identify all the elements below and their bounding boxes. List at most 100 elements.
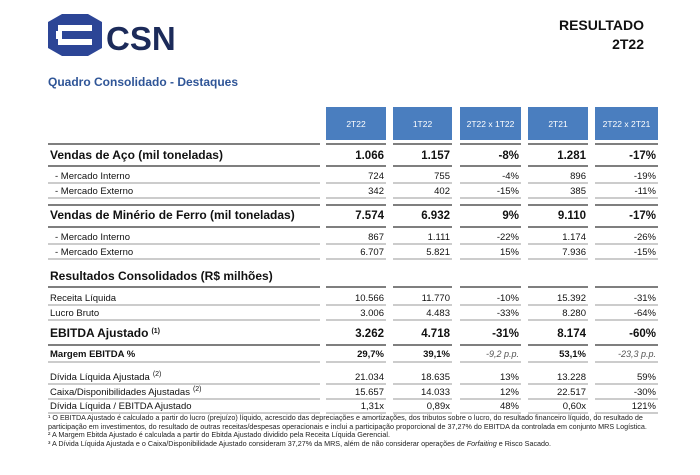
cell-value: 14.033 xyxy=(421,387,450,398)
cell-value: 9% xyxy=(502,210,519,222)
cell-value: 39,1% xyxy=(423,349,450,360)
cell-value: 402 xyxy=(434,186,450,197)
footnote-text: ³ A Dívida Líquida Ajustada e o Caixa/Di… xyxy=(48,438,467,448)
cell-value: 3.262 xyxy=(355,328,384,340)
row-label-text: - Mercado Interno xyxy=(55,171,130,182)
cell-value: 22.517 xyxy=(557,387,586,398)
row-label: - Mercado Externo xyxy=(55,247,133,258)
footnote-text: ² A Margem Ebitda Ajustado é calculada a… xyxy=(48,430,391,440)
row-label-text: Dívida Líquida / EBITDA Ajustado xyxy=(50,401,192,412)
row-label-text: - Mercado Externo xyxy=(55,186,133,197)
cell-value: 15.657 xyxy=(355,387,384,398)
report-title: RESULTADO xyxy=(559,17,644,33)
cell-value: 11.770 xyxy=(422,293,450,304)
logo-bar xyxy=(58,39,92,45)
cell-value: 10.566 xyxy=(355,293,384,304)
row-label: Vendas de Minério de Ferro (mil tonelada… xyxy=(50,208,295,222)
cell-value: -33% xyxy=(497,308,520,319)
row-label: Vendas de Aço (mil toneladas) xyxy=(50,148,223,162)
cell-value: -11% xyxy=(635,186,657,197)
cell-value: -15% xyxy=(634,247,657,258)
cell-value: -4% xyxy=(502,171,519,182)
cell-value: 0,60x xyxy=(563,401,586,412)
column-header-label: 2T22 x 2T21 xyxy=(603,119,651,129)
report-period: 2T22 xyxy=(612,36,644,52)
column-header xyxy=(393,107,452,140)
cell-value: -9,2 p.p. xyxy=(486,349,519,359)
cell-value: -17% xyxy=(629,210,656,222)
row-label: Dívida Líquida Ajustada (2) xyxy=(50,371,161,383)
cell-value: 342 xyxy=(368,186,384,197)
row-label: Margem EBITDA % xyxy=(50,349,136,360)
row-label: Dívida Líquida / EBITDA Ajustado xyxy=(50,401,192,412)
row-label: Resultados Consolidados (R$ milhões) xyxy=(50,269,273,283)
cell-value: -64% xyxy=(634,308,657,319)
row-label: Lucro Bruto xyxy=(50,308,99,319)
footnote-ref: (1) xyxy=(151,328,160,335)
row-label-text: Lucro Bruto xyxy=(50,308,99,319)
column-header-label: 1T22 xyxy=(413,119,433,129)
cell-value: 6.707 xyxy=(360,247,384,258)
cell-value: -8% xyxy=(499,150,519,162)
cell-value: 53,1% xyxy=(559,349,586,360)
cell-value: 1.066 xyxy=(355,150,384,162)
cell-value: -15% xyxy=(497,186,520,197)
row-label-text: Dívida Líquida Ajustada xyxy=(50,372,151,383)
cell-value: 4.718 xyxy=(421,328,450,340)
cell-value: -30% xyxy=(634,387,657,398)
cell-value: 0,89x xyxy=(427,401,450,412)
row-label-text: Resultados Consolidados (R$ milhões) xyxy=(50,269,273,283)
cell-value: 8.280 xyxy=(562,308,586,319)
cell-value: -10% xyxy=(497,293,520,304)
footnote: ¹ O EBITDA Ajustado é calculado a partir… xyxy=(48,413,660,431)
cell-value: 7.936 xyxy=(562,247,586,258)
cell-value: 48% xyxy=(500,401,520,412)
cell-value: 867 xyxy=(368,232,384,243)
footnote: ² A Margem Ebitda Ajustado é calculada a… xyxy=(48,430,660,440)
cell-value: 1.174 xyxy=(562,232,586,243)
cell-value: 59% xyxy=(637,372,657,383)
cell-value: -31% xyxy=(492,328,519,340)
column-header xyxy=(326,107,386,140)
cell-value: 7.574 xyxy=(355,210,384,222)
cell-value: -19% xyxy=(634,171,657,182)
cell-value: 15.392 xyxy=(557,293,586,304)
cell-value: 1.111 xyxy=(428,232,450,243)
row-label: Receita Líquida xyxy=(50,293,117,304)
footnote-text: Forfaiting xyxy=(466,438,497,448)
cell-value: 385 xyxy=(570,186,586,197)
cell-value: 724 xyxy=(368,171,384,182)
logo-bar xyxy=(56,31,62,39)
cell-value: 3.006 xyxy=(360,308,384,319)
report: CSN RESULTADO 2T22 Quadro Consolidado - … xyxy=(48,14,658,414)
cell-value: 21.034 xyxy=(355,372,384,383)
row-label-text: Vendas de Aço (mil toneladas) xyxy=(50,148,223,162)
cell-value: 896 xyxy=(570,171,586,182)
row-label-text: - Mercado Interno xyxy=(55,232,130,243)
column-header xyxy=(528,107,588,140)
cell-value: 9.110 xyxy=(558,210,586,222)
footnotes: ¹ O EBITDA Ajustado é calculado a partir… xyxy=(48,413,660,449)
cell-value: -22% xyxy=(497,232,520,243)
footnote: ³ A Dívida Líquida Ajustada e o Caixa/Di… xyxy=(48,438,660,449)
cell-value: 5.821 xyxy=(426,247,450,258)
cell-value: 1,31x xyxy=(361,401,384,412)
row-label-text: Vendas de Minério de Ferro (mil tonelada… xyxy=(50,208,295,222)
cell-value: 18.635 xyxy=(421,372,450,383)
brand: CSN xyxy=(106,20,176,57)
cell-value: 1.157 xyxy=(421,150,450,162)
row-label: - Mercado Interno xyxy=(55,171,130,182)
cell-value: 121% xyxy=(632,401,657,412)
row-label-text: Margem EBITDA % xyxy=(50,349,136,360)
cell-value: 15% xyxy=(500,247,520,258)
footnote-ref: (2) xyxy=(153,371,162,378)
cell-value: -26% xyxy=(634,232,657,243)
subtitle: Quadro Consolidado - Destaques xyxy=(48,75,238,89)
logo-mark xyxy=(48,14,102,56)
cell-value: 755 xyxy=(434,171,450,182)
row-label-text: Receita Líquida xyxy=(50,293,117,304)
row-label: EBITDA Ajustado (1) xyxy=(50,326,160,340)
cell-value: 13.228 xyxy=(557,372,586,383)
row-label: - Mercado Interno xyxy=(55,232,130,243)
cell-value: -31% xyxy=(634,293,657,304)
